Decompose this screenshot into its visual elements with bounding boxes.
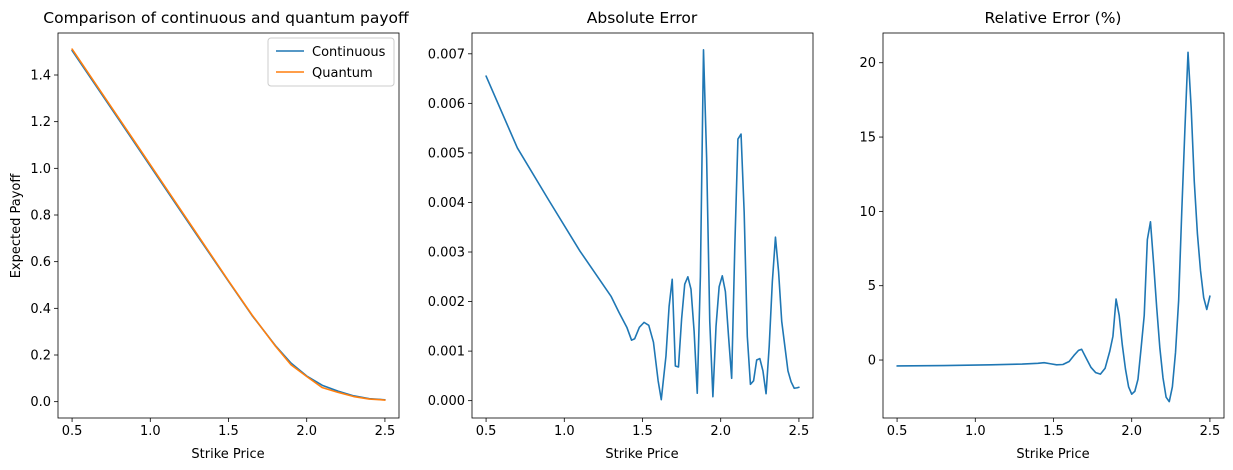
y-tick-label: 0.003 [428,246,465,261]
y-tick-label: 1.2 [30,115,51,130]
x-axis-label: Strike Price [605,447,678,462]
y-tick-label: 0.006 [428,97,465,112]
ticks-layer: 0.5 1.0 1.5 2.0 2.5 0 5 10 15 20 [859,56,1220,439]
plot-frame [57,32,400,419]
ticks-layer: 0.5 1.0 1.5 2.0 2.5 0.0 0.2 0.4 0.6 0.8 1.0 1.2 1.4 [30,69,395,440]
series-line-0 [71,49,386,401]
y-tick-label: 0.4 [30,302,51,317]
absolute-error-chart: Absolute Error 0.5 1.0 1.5 2.0 2.5 0.000 0.001… [428,9,814,462]
x-tick-label: 0.5 [887,424,908,439]
y-tick-label: 0.004 [428,196,465,211]
legend: Continuous Quantum [267,37,395,87]
x-tick-label: 2.5 [789,424,810,439]
x-tick-label: 2.0 [296,424,317,439]
series-layer [896,51,1211,403]
x-axis-label: Strike Price [191,447,264,462]
chart-title: Comparison of continuous and quantum pay… [43,9,409,27]
x-tick-label: 2.0 [1121,424,1142,439]
x-tick-label: 0.5 [476,424,497,439]
y-tick-label: 1.0 [30,162,51,177]
x-tick-label: 1.5 [632,424,653,439]
x-tick-label: 2.5 [1200,424,1221,439]
y-tick-label: 10 [859,205,876,220]
y-tick-label: 0.000 [428,394,465,409]
y-tick-label: 20 [859,56,876,71]
chart-title: Relative Error (%) [985,9,1122,27]
y-tick-label: 0.0 [30,395,51,410]
legend-box [267,37,395,87]
y-tick-label: 5 [868,279,876,294]
x-axis-label: Strike Price [1016,447,1089,462]
y-tick-label: 0.002 [428,295,465,310]
y-tick-label: 0.2 [30,349,51,364]
relative-error-chart: Relative Error (%) 0.5 1.0 1.5 2.0 2.5 0 5 10 15… [859,9,1225,462]
series-line-1 [71,48,386,401]
plot-frame [471,32,814,419]
y-tick-label: 0 [868,354,876,369]
y-tick-label: 0.001 [428,345,465,360]
x-tick-label: 1.0 [140,424,161,439]
plot-frame [882,32,1225,419]
x-tick-label: 1.5 [218,424,239,439]
legend-label-continuous: Continuous [312,45,386,60]
y-tick-label: 0.007 [428,47,465,62]
series-layer [71,48,386,401]
y-tick-label: 0.6 [30,255,51,270]
series-layer [485,49,800,401]
x-tick-label: 1.5 [1043,424,1064,439]
x-tick-label: 1.0 [965,424,986,439]
y-tick-label: 0.005 [428,146,465,161]
chart-title: Absolute Error [587,9,698,27]
x-tick-label: 2.0 [710,424,731,439]
y-axis-label: Expected Payoff [9,173,24,279]
series-line-0 [485,49,800,401]
x-tick-label: 1.0 [554,424,575,439]
ticks-layer: 0.5 1.0 1.5 2.0 2.5 0.000 0.001 0.002 0.003 0.004… [428,47,809,439]
x-tick-label: 0.5 [62,424,83,439]
y-tick-label: 1.4 [30,69,51,84]
y-tick-label: 0.8 [30,209,51,224]
y-tick-label: 15 [859,131,876,146]
series-line-0 [896,51,1211,403]
payoff-comparison-chart: Comparison of continuous and quantum pay… [9,9,409,462]
x-tick-label: 2.5 [375,424,396,439]
legend-label-quantum: Quantum [312,66,373,81]
